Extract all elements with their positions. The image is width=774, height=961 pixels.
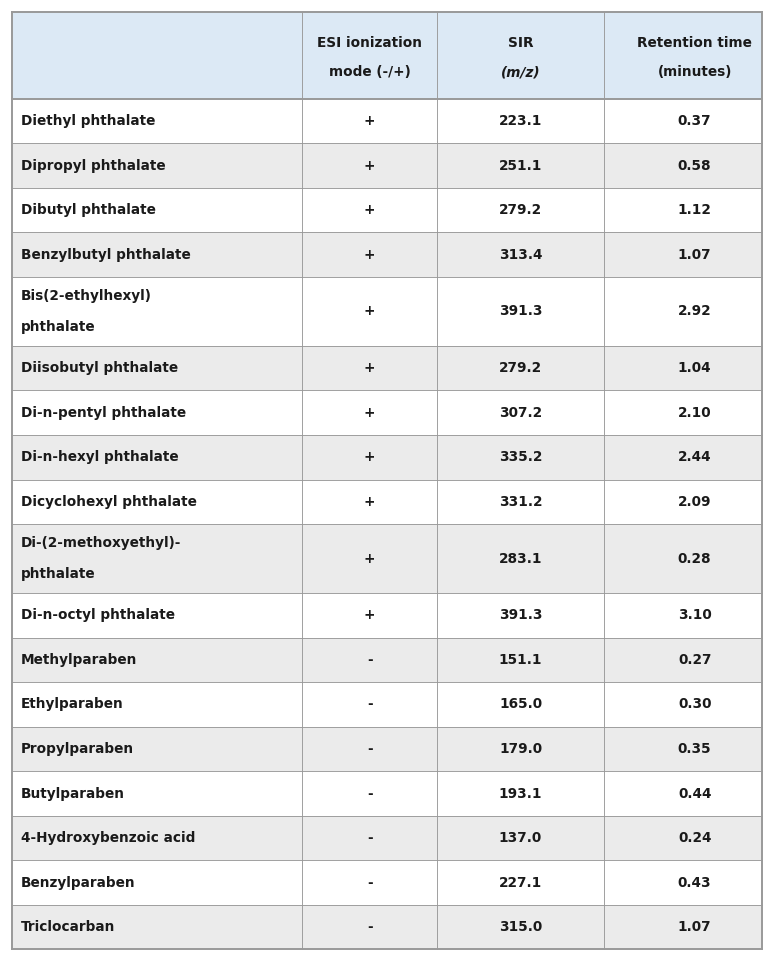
Text: -: - xyxy=(367,787,372,801)
Text: ESI ionization: ESI ionization xyxy=(317,36,422,50)
Text: 0.28: 0.28 xyxy=(678,552,711,566)
Text: 0.35: 0.35 xyxy=(678,742,711,756)
Bar xyxy=(12,390,762,435)
Text: Triclocarban: Triclocarban xyxy=(21,921,115,934)
Text: 279.2: 279.2 xyxy=(499,203,542,217)
Text: 2.09: 2.09 xyxy=(678,495,711,508)
Bar xyxy=(12,727,762,772)
Text: mode (-/+): mode (-/+) xyxy=(329,65,410,80)
Text: -: - xyxy=(367,831,372,845)
Text: 1.07: 1.07 xyxy=(678,248,711,261)
Text: phthalate: phthalate xyxy=(21,320,95,333)
Text: 179.0: 179.0 xyxy=(499,742,542,756)
Text: Di-n-octyl phthalate: Di-n-octyl phthalate xyxy=(21,608,175,623)
Bar xyxy=(12,816,762,860)
Bar xyxy=(12,593,762,638)
Text: 2.10: 2.10 xyxy=(678,406,711,420)
Text: 2.92: 2.92 xyxy=(678,305,711,318)
Text: 279.2: 279.2 xyxy=(499,361,542,375)
Text: 391.3: 391.3 xyxy=(498,608,543,623)
Text: 3.10: 3.10 xyxy=(678,608,711,623)
Bar xyxy=(12,346,762,390)
Text: 223.1: 223.1 xyxy=(498,114,543,128)
Text: Retention time: Retention time xyxy=(637,36,752,50)
Text: 1.04: 1.04 xyxy=(678,361,711,375)
Text: +: + xyxy=(364,305,375,318)
Text: +: + xyxy=(364,248,375,261)
Bar xyxy=(12,638,762,682)
Text: 4-Hydroxybenzoic acid: 4-Hydroxybenzoic acid xyxy=(21,831,195,845)
Bar xyxy=(12,277,762,346)
Text: Bis(2-ethylhexyl): Bis(2-ethylhexyl) xyxy=(21,289,152,304)
Text: (m/z): (m/z) xyxy=(501,65,540,80)
Bar xyxy=(12,682,762,727)
Text: 0.27: 0.27 xyxy=(678,653,711,667)
Text: 251.1: 251.1 xyxy=(498,159,543,173)
Text: -: - xyxy=(367,875,372,890)
Text: Di-n-hexyl phthalate: Di-n-hexyl phthalate xyxy=(21,451,179,464)
Text: Ethylparaben: Ethylparaben xyxy=(21,698,124,711)
Text: 315.0: 315.0 xyxy=(499,921,542,934)
Text: Benzylbutyl phthalate: Benzylbutyl phthalate xyxy=(21,248,190,261)
Text: +: + xyxy=(364,114,375,128)
Text: +: + xyxy=(364,451,375,464)
Text: 2.44: 2.44 xyxy=(678,451,711,464)
Text: SIR: SIR xyxy=(508,36,533,50)
Text: Di-n-pentyl phthalate: Di-n-pentyl phthalate xyxy=(21,406,186,420)
Bar xyxy=(12,480,762,524)
Text: 0.58: 0.58 xyxy=(678,159,711,173)
Text: 313.4: 313.4 xyxy=(498,248,543,261)
Text: Dicyclohexyl phthalate: Dicyclohexyl phthalate xyxy=(21,495,197,508)
Bar xyxy=(12,233,762,277)
Text: 335.2: 335.2 xyxy=(498,451,543,464)
Bar xyxy=(12,143,762,187)
Text: -: - xyxy=(367,921,372,934)
Text: 0.43: 0.43 xyxy=(678,875,711,890)
Bar xyxy=(12,905,762,949)
Text: Diisobutyl phthalate: Diisobutyl phthalate xyxy=(21,361,178,375)
Text: Diethyl phthalate: Diethyl phthalate xyxy=(21,114,156,128)
Text: -: - xyxy=(367,742,372,756)
Text: +: + xyxy=(364,495,375,508)
Text: Di-(2-methoxyethyl)-: Di-(2-methoxyethyl)- xyxy=(21,536,181,551)
Text: +: + xyxy=(364,552,375,566)
Bar xyxy=(12,12,762,99)
Text: 1.07: 1.07 xyxy=(678,921,711,934)
Text: 227.1: 227.1 xyxy=(499,875,542,890)
Text: 0.44: 0.44 xyxy=(678,787,711,801)
Bar xyxy=(12,187,762,233)
Bar xyxy=(12,99,762,143)
Text: Dibutyl phthalate: Dibutyl phthalate xyxy=(21,203,156,217)
Text: 193.1: 193.1 xyxy=(498,787,543,801)
Text: 137.0: 137.0 xyxy=(499,831,542,845)
Text: 0.37: 0.37 xyxy=(678,114,711,128)
Text: Propylparaben: Propylparaben xyxy=(21,742,134,756)
Text: +: + xyxy=(364,203,375,217)
Bar xyxy=(12,524,762,593)
Text: phthalate: phthalate xyxy=(21,567,95,580)
Text: Butylparaben: Butylparaben xyxy=(21,787,125,801)
Text: 0.30: 0.30 xyxy=(678,698,711,711)
Text: 283.1: 283.1 xyxy=(498,552,543,566)
Text: +: + xyxy=(364,159,375,173)
Text: 165.0: 165.0 xyxy=(499,698,542,711)
Text: (minutes): (minutes) xyxy=(657,65,732,80)
Text: 331.2: 331.2 xyxy=(498,495,543,508)
Text: +: + xyxy=(364,406,375,420)
Text: 151.1: 151.1 xyxy=(498,653,543,667)
Text: +: + xyxy=(364,608,375,623)
Text: -: - xyxy=(367,698,372,711)
Text: Benzylparaben: Benzylparaben xyxy=(21,875,135,890)
Bar xyxy=(12,772,762,816)
Text: Methylparaben: Methylparaben xyxy=(21,653,137,667)
Text: 307.2: 307.2 xyxy=(499,406,542,420)
Text: 391.3: 391.3 xyxy=(498,305,543,318)
Text: Dipropyl phthalate: Dipropyl phthalate xyxy=(21,159,166,173)
Text: 0.24: 0.24 xyxy=(678,831,711,845)
Text: +: + xyxy=(364,361,375,375)
Bar xyxy=(12,860,762,905)
Text: 1.12: 1.12 xyxy=(678,203,711,217)
Text: -: - xyxy=(367,653,372,667)
Bar xyxy=(12,435,762,480)
